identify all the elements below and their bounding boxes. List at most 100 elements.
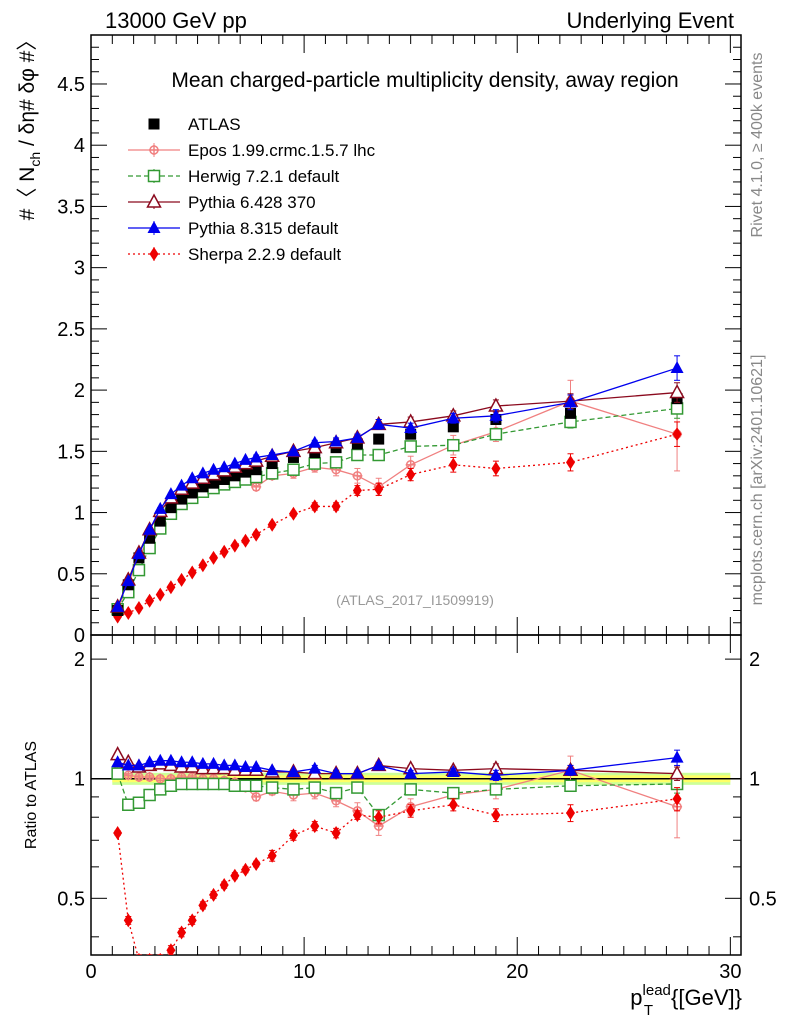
ratio-point-herwig	[164, 779, 178, 793]
main-point-sherpa	[672, 427, 682, 442]
ratio-point-herwig	[489, 783, 503, 796]
ratio-point-pythia8	[207, 756, 221, 769]
ratio-point-herwig	[228, 779, 242, 793]
ratio-ytick-label: 0.5	[57, 888, 85, 910]
ratio-point-herwig	[217, 777, 231, 791]
ratio-point-pythia8	[329, 766, 343, 779]
main-series-pythia8	[111, 355, 684, 612]
ratio-point-sherpa	[241, 862, 251, 877]
main-point-pythia8	[404, 421, 418, 434]
x-axis-label: plead T {[GeV]}	[630, 982, 742, 1019]
ratio-ytick-label-right: 0.5	[749, 888, 777, 910]
main-point-pythia8	[372, 417, 386, 430]
ratio-ytick-label-right: 2	[749, 649, 760, 671]
main-point-pythia8	[121, 574, 135, 587]
ratio-point-sherpa	[374, 810, 384, 825]
main-point-herwig	[132, 563, 146, 577]
main-point-pythia8	[249, 450, 263, 463]
ratio-point-herwig	[111, 767, 124, 780]
main-point-pythia8	[350, 430, 364, 443]
ratio-point-pythia8	[249, 760, 263, 773]
ratio-point-sherpa	[406, 803, 416, 818]
main-point-pythia8	[228, 456, 242, 469]
main-point-pythia8	[175, 478, 189, 491]
main-point-atlas	[447, 421, 459, 433]
main-point-pythia8	[329, 434, 343, 447]
legend-label-pythia6: Pythia 6.428 370	[188, 193, 316, 212]
ratio-point-sherpa	[113, 826, 123, 841]
mcplots-side-label: mcplots.cern.ch [arXiv:2401.10621]	[749, 355, 766, 606]
header-left-text: 13000 GeV pp	[105, 8, 247, 33]
main-line-epos	[117, 400, 678, 610]
ratio-point-herwig	[564, 779, 577, 793]
ratio-point-herwig	[447, 786, 460, 800]
ratio-point-herwig	[265, 781, 279, 794]
main-y-axis-label: #〈 Nch / δη# δφ #〉	[16, 30, 43, 221]
x-tick-label: 30	[719, 961, 741, 983]
main-point-pythia8	[489, 408, 503, 421]
chart-title: Mean charged-particle multiplicity densi…	[171, 69, 678, 92]
main-point-atlas	[197, 481, 209, 493]
main-point-atlas	[351, 438, 363, 450]
main-point-sherpa	[288, 506, 298, 521]
ylabel-part-2: / δη# δφ #〉	[16, 30, 39, 152]
main-point-herwig	[143, 541, 156, 555]
analysis-label: (ATLAS_2017_I1509919)	[336, 592, 494, 608]
main-point-atlas	[229, 470, 241, 482]
ratio-y-axis-label: Ratio to ATLAS	[23, 741, 40, 849]
main-point-sherpa	[219, 544, 229, 559]
main-point-sherpa	[310, 499, 320, 514]
main-point-atlas	[218, 473, 230, 485]
main-point-atlas	[165, 502, 177, 514]
main-point-sherpa	[331, 499, 341, 514]
ratio-point-sherpa	[177, 925, 187, 940]
xlabel-p: p	[630, 985, 642, 1010]
rivet-side-label: Rivet 4.1.0, ≥ 400k events	[749, 53, 766, 238]
main-point-atlas	[405, 428, 417, 440]
main-point-sherpa	[198, 558, 208, 573]
ratio-point-sherpa	[672, 791, 682, 806]
ratio-x-ticks: 0 10 20 30	[85, 635, 741, 983]
header-right-text: Underlying Event	[566, 8, 734, 33]
ratio-point-sherpa	[288, 828, 298, 843]
ratio-line-sherpa	[116, 798, 678, 955]
main-point-herwig	[372, 448, 385, 462]
ratio-point-sherpa	[123, 913, 133, 928]
main-point-atlas	[250, 464, 262, 476]
main-point-pythia8	[265, 448, 279, 460]
main-point-atlas	[240, 466, 252, 478]
main-point-sherpa	[134, 601, 144, 616]
main-point-pythia8	[111, 599, 125, 612]
ratio-point-pythia8	[265, 763, 279, 776]
ratio-point-pythia8	[446, 764, 460, 777]
ratio-y-ticks: 0.5 0.5 1 1 2 2	[57, 649, 777, 938]
ratio-point-herwig	[207, 777, 220, 791]
ratio-series-pythia8	[111, 749, 684, 781]
main-point-sherpa	[448, 457, 458, 472]
main-point-sherpa	[155, 587, 165, 602]
ratio-point-sherpa	[267, 848, 277, 863]
main-point-herwig	[287, 463, 300, 476]
ratio-point-sherpa	[331, 826, 341, 841]
main-point-herwig	[329, 456, 343, 469]
ratio-point-pythia8	[132, 758, 146, 771]
ratio-point-sherpa	[251, 857, 261, 872]
legend-label-pythia8: Pythia 8.315 default	[188, 219, 339, 238]
ratio-point-herwig	[175, 777, 188, 791]
main-line-herwig	[117, 407, 678, 610]
ratio-point-sherpa	[566, 805, 576, 820]
ratio-point-pythia8	[121, 758, 135, 771]
main-ytick-label: 1.5	[57, 441, 85, 463]
ratio-ytick-label-right: 1	[749, 769, 760, 791]
ratio-point-pythia8	[350, 766, 364, 779]
main-point-atlas	[266, 458, 278, 470]
main-point-pythia8	[153, 501, 167, 514]
ratio-point-pythia8	[196, 756, 210, 769]
main-point-atlas	[287, 451, 299, 463]
ratio-point-herwig	[308, 781, 322, 794]
ratio-point-herwig	[132, 796, 146, 809]
ratio-point-herwig	[329, 786, 343, 800]
ratio-series-herwig	[111, 767, 684, 822]
main-ytick-label: 0	[74, 625, 85, 647]
legend-marker-sherpa	[149, 247, 159, 261]
